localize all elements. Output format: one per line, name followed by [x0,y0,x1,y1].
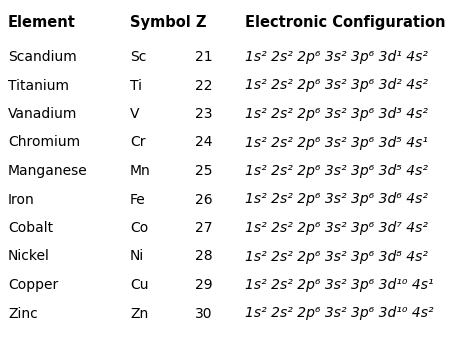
Text: 21: 21 [195,50,213,64]
Text: 23: 23 [195,107,212,121]
Text: Titanium: Titanium [8,78,69,93]
Text: Scandium: Scandium [8,50,77,64]
Text: Copper: Copper [8,278,58,292]
Text: V: V [130,107,139,121]
Text: Z: Z [195,15,206,30]
Text: 1s² 2s² 2p⁶ 3s² 3p⁶ 3d¹⁰ 4s²: 1s² 2s² 2p⁶ 3s² 3p⁶ 3d¹⁰ 4s² [245,307,434,320]
Text: 24: 24 [195,136,212,149]
Text: 1s² 2s² 2p⁶ 3s² 3p⁶ 3d⁷ 4s²: 1s² 2s² 2p⁶ 3s² 3p⁶ 3d⁷ 4s² [245,221,428,235]
Text: 1s² 2s² 2p⁶ 3s² 3p⁶ 3d² 4s²: 1s² 2s² 2p⁶ 3s² 3p⁶ 3d² 4s² [245,78,428,93]
Text: Fe: Fe [130,193,146,207]
Text: Cobalt: Cobalt [8,221,53,235]
Text: 1s² 2s² 2p⁶ 3s² 3p⁶ 3d⁵ 4s¹: 1s² 2s² 2p⁶ 3s² 3p⁶ 3d⁵ 4s¹ [245,136,428,149]
Text: Sc: Sc [130,50,146,64]
Text: 1s² 2s² 2p⁶ 3s² 3p⁶ 3d⁵ 4s²: 1s² 2s² 2p⁶ 3s² 3p⁶ 3d⁵ 4s² [245,164,428,178]
Text: 27: 27 [195,221,212,235]
Text: 26: 26 [195,193,213,207]
Text: 1s² 2s² 2p⁶ 3s² 3p⁶ 3d⁶ 4s²: 1s² 2s² 2p⁶ 3s² 3p⁶ 3d⁶ 4s² [245,193,428,207]
Text: 29: 29 [195,278,213,292]
Text: Mn: Mn [130,164,151,178]
Text: Nickel: Nickel [8,249,50,264]
Text: 1s² 2s² 2p⁶ 3s² 3p⁶ 3d¹⁰ 4s¹: 1s² 2s² 2p⁶ 3s² 3p⁶ 3d¹⁰ 4s¹ [245,278,434,292]
Text: Cr: Cr [130,136,146,149]
Text: 1s² 2s² 2p⁶ 3s² 3p⁶ 3d¹ 4s²: 1s² 2s² 2p⁶ 3s² 3p⁶ 3d¹ 4s² [245,50,428,64]
Text: Zinc: Zinc [8,307,38,320]
Text: Zn: Zn [130,307,148,320]
Text: 30: 30 [195,307,212,320]
Text: Chromium: Chromium [8,136,80,149]
Text: Ti: Ti [130,78,142,93]
Text: 22: 22 [195,78,212,93]
Text: 25: 25 [195,164,212,178]
Text: 1s² 2s² 2p⁶ 3s² 3p⁶ 3d⁸ 4s²: 1s² 2s² 2p⁶ 3s² 3p⁶ 3d⁸ 4s² [245,249,428,264]
Text: Cu: Cu [130,278,148,292]
Text: Co: Co [130,221,148,235]
Text: Symbol: Symbol [130,15,191,30]
Text: Manganese: Manganese [8,164,88,178]
Text: Ni: Ni [130,249,144,264]
Text: Element: Element [8,15,76,30]
Text: Vanadium: Vanadium [8,107,77,121]
Text: 1s² 2s² 2p⁶ 3s² 3p⁶ 3d³ 4s²: 1s² 2s² 2p⁶ 3s² 3p⁶ 3d³ 4s² [245,107,428,121]
Text: Electronic Configuration: Electronic Configuration [245,15,446,30]
Text: 28: 28 [195,249,213,264]
Text: Iron: Iron [8,193,35,207]
